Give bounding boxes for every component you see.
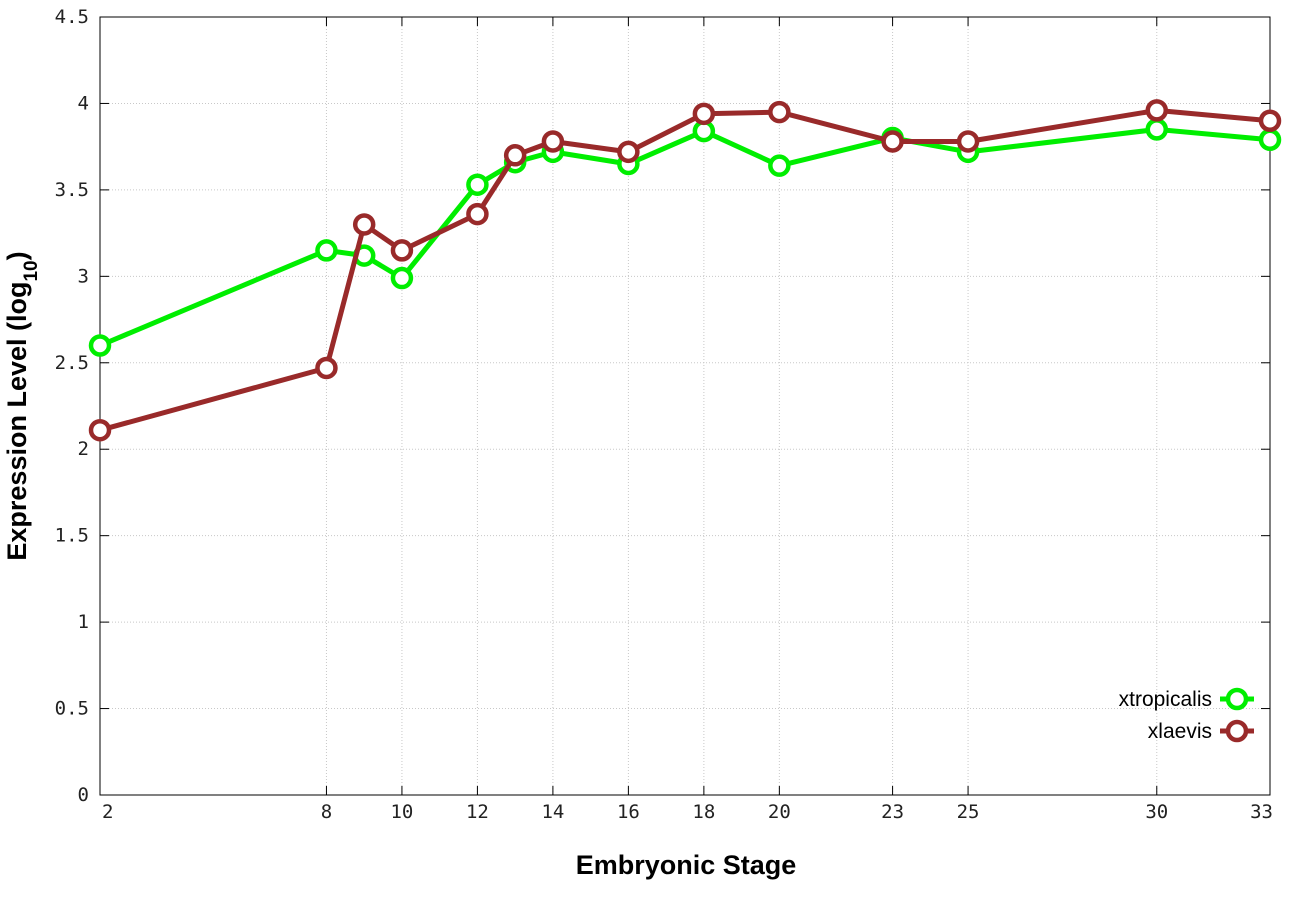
data-point-xlaevis — [881, 130, 904, 153]
x-tick-label: 30 — [1145, 801, 1168, 823]
y-tick-label: 3 — [78, 265, 89, 287]
data-point-xtropicalis — [1145, 118, 1169, 141]
series-xlaevis — [88, 99, 1282, 442]
y-tick-label: 2 — [78, 438, 89, 460]
grid — [100, 17, 1270, 795]
data-point-xtropicalis — [390, 266, 414, 290]
y-axis-title-main: Expression Level (log — [2, 282, 32, 561]
x-tick-label: 12 — [466, 801, 489, 823]
data-point-xtropicalis — [1258, 128, 1282, 152]
data-point-xlaevis — [1258, 109, 1282, 132]
x-tick-label: 18 — [692, 801, 715, 823]
y-tick-label: 2.5 — [55, 352, 89, 374]
x-tick-label: 23 — [881, 801, 904, 823]
data-point-xlaevis — [315, 356, 338, 380]
x-tick-label: 10 — [390, 801, 413, 823]
data-point-xlaevis — [617, 140, 640, 164]
data-point-xlaevis — [768, 100, 791, 124]
data-point-xtropicalis — [315, 239, 338, 262]
legend-swatch-marker — [1225, 719, 1249, 743]
series-line-xtropicalis — [99, 126, 1271, 348]
legend-label: xtropicalis — [1119, 688, 1212, 711]
y-axis-title-subscript: 10 — [21, 260, 42, 281]
x-tick-label: 20 — [768, 801, 791, 823]
y-tick-label: 3.5 — [55, 179, 89, 201]
y-tick-label: 4 — [78, 92, 89, 114]
y-tick-label: 1.5 — [55, 525, 89, 547]
y-axis-title: Expression Level (log10) — [2, 251, 42, 560]
x-tick-label: 2 — [102, 801, 113, 823]
y-tick-label: 4.5 — [55, 6, 89, 28]
y-tick-label: 0.5 — [55, 698, 89, 720]
legend-label: xlaevis — [1148, 720, 1212, 743]
plot-frame — [99, 16, 1271, 796]
y-axis-title-close: ) — [2, 251, 32, 260]
x-axis-title: Embryonic Stage — [576, 850, 797, 880]
data-point-xlaevis — [390, 239, 414, 262]
data-point-xlaevis — [88, 418, 112, 442]
x-tick-label: 16 — [617, 801, 640, 823]
data-point-xtropicalis — [768, 154, 791, 177]
x-tick-label: 8 — [321, 801, 332, 823]
data-point-xlaevis — [541, 130, 565, 153]
tick-labels: 0 0.5 1 1.5 2 2.5 3 3.5 4 4.5 2 8 10 12 14 16 18 20 23 25 30… — [55, 6, 1273, 823]
data-point-xlaevis — [692, 102, 716, 126]
y-tick-label: 1 — [78, 611, 89, 633]
legend-item-xtropicalis: xtropicalis — [1119, 687, 1254, 711]
x-tick-label: 25 — [957, 801, 980, 823]
series-xtropicalis — [88, 118, 1282, 357]
data-point-xlaevis — [503, 144, 527, 167]
data-point-xlaevis — [466, 202, 489, 226]
legend-item-xlaevis: xlaevis — [1148, 719, 1254, 743]
data-point-xtropicalis — [466, 173, 489, 196]
data-point-xlaevis — [352, 213, 376, 236]
y-tick-label: 0 — [78, 784, 89, 806]
series — [88, 99, 1282, 442]
x-tick-label: 14 — [541, 801, 564, 823]
data-point-xtropicalis — [88, 334, 112, 357]
legend: xtropicalis xlaevis — [1119, 687, 1254, 743]
x-tick-label: 33 — [1250, 801, 1273, 823]
legend-swatch-marker — [1225, 687, 1249, 711]
data-point-xlaevis — [1145, 99, 1169, 122]
data-point-xlaevis — [956, 130, 980, 153]
